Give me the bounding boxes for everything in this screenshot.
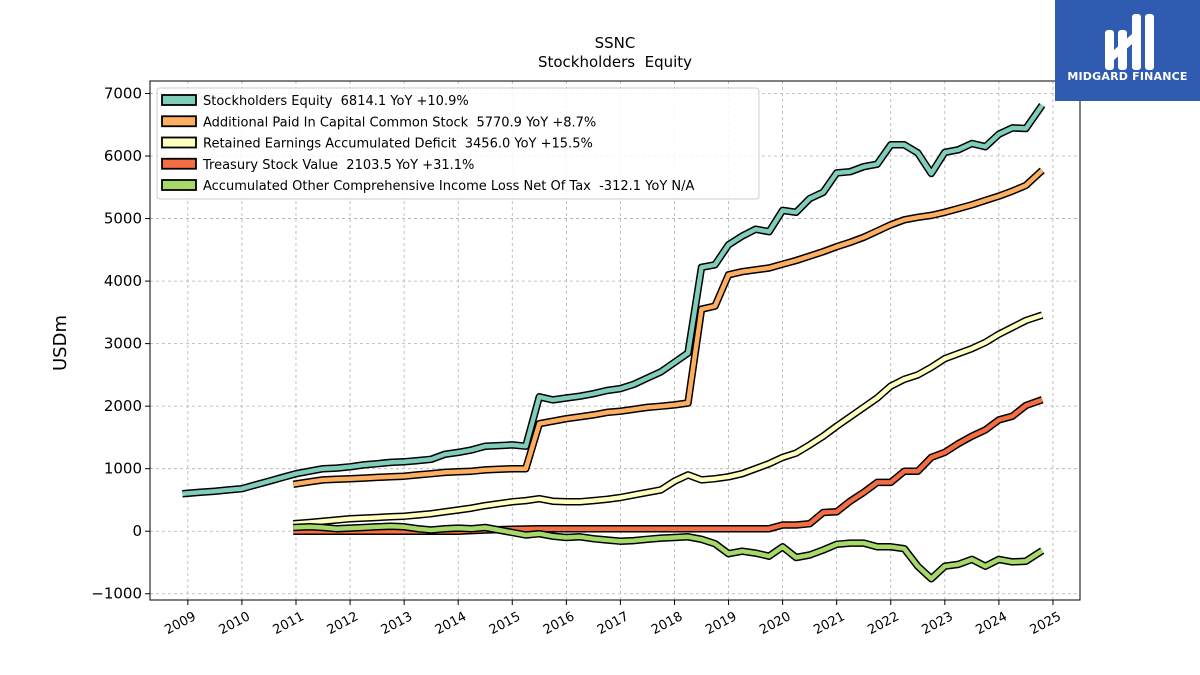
x-tick-label: 2020 xyxy=(757,609,793,638)
midgard-finance-logo: MIDGARD FINANCE xyxy=(1055,0,1200,101)
legend-label: Stockholders Equity 6814.1 YoY +10.9% xyxy=(203,94,469,109)
legend-swatch xyxy=(161,179,197,191)
legend-label: Retained Earnings Accumulated Deficit 34… xyxy=(203,137,593,152)
series-line xyxy=(293,397,1043,534)
x-tick-label: 2013 xyxy=(379,609,415,638)
y-tick-label: 7000 xyxy=(104,85,142,103)
series-line xyxy=(293,523,1044,581)
x-tick-label: 2023 xyxy=(919,609,955,638)
x-tick-label: 2024 xyxy=(974,609,1010,638)
series-line xyxy=(182,103,1045,496)
x-tick-label: 2017 xyxy=(595,609,631,638)
y-tick-label: 5000 xyxy=(104,210,142,228)
y-tick-label: 2000 xyxy=(104,397,142,415)
x-tick-label: 2021 xyxy=(811,609,847,638)
x-tick-label: 2019 xyxy=(703,609,739,638)
x-tick-label: 2015 xyxy=(487,609,523,638)
y-tick-label: 0 xyxy=(132,522,142,540)
series-line xyxy=(292,168,1044,487)
series-layer xyxy=(182,102,1046,583)
x-tick-label: 2014 xyxy=(433,609,469,638)
y-tick-label: 1000 xyxy=(104,460,142,478)
y-tick-label: 4000 xyxy=(104,272,142,290)
series-line-outline xyxy=(293,311,1044,528)
series-line-outline xyxy=(293,396,1044,535)
chart-subtitle: Stockholders Equity xyxy=(538,53,692,71)
legend-label: Accumulated Other Comprehensive Income L… xyxy=(203,179,694,194)
legend-label: Additional Paid In Capital Common Stock … xyxy=(203,115,596,130)
logo-text: MIDGARD FINANCE xyxy=(1067,70,1188,83)
chart-title: SSNC xyxy=(595,34,636,52)
legend-swatch xyxy=(161,115,197,128)
axis-layer: −1000 0 1000 2000 3000 4000 5000 6000 7000 2009 20… xyxy=(91,80,1081,638)
x-tick-label: 2025 xyxy=(1028,609,1064,638)
legend-swatch xyxy=(161,94,197,106)
legend-box xyxy=(156,87,760,200)
series-line xyxy=(293,312,1043,526)
legend: Stockholders Equity 6814.1 YoY +10.9% Add… xyxy=(156,87,760,200)
x-tick-label: 2012 xyxy=(325,609,361,638)
logo-mark-icon xyxy=(1105,14,1154,70)
x-tick-label: 2018 xyxy=(649,609,685,638)
y-axis-label: USDm xyxy=(50,315,71,371)
legend-label: Treasury Stock Value 2103.5 YoY +31.1% xyxy=(202,158,474,173)
x-tick-label: 2009 xyxy=(162,609,198,638)
x-tick-label: 2016 xyxy=(541,609,577,638)
plot-frame xyxy=(149,80,1081,601)
x-tick-label: 2010 xyxy=(217,609,253,638)
y-tick-label: 3000 xyxy=(104,335,142,353)
legend-swatch xyxy=(161,157,197,170)
y-tick-label: 6000 xyxy=(104,147,142,165)
y-tick-label: −1000 xyxy=(91,585,142,603)
legend-swatch xyxy=(161,136,197,149)
x-tick-label: 2011 xyxy=(271,609,307,638)
x-tick-label: 2022 xyxy=(865,609,901,638)
